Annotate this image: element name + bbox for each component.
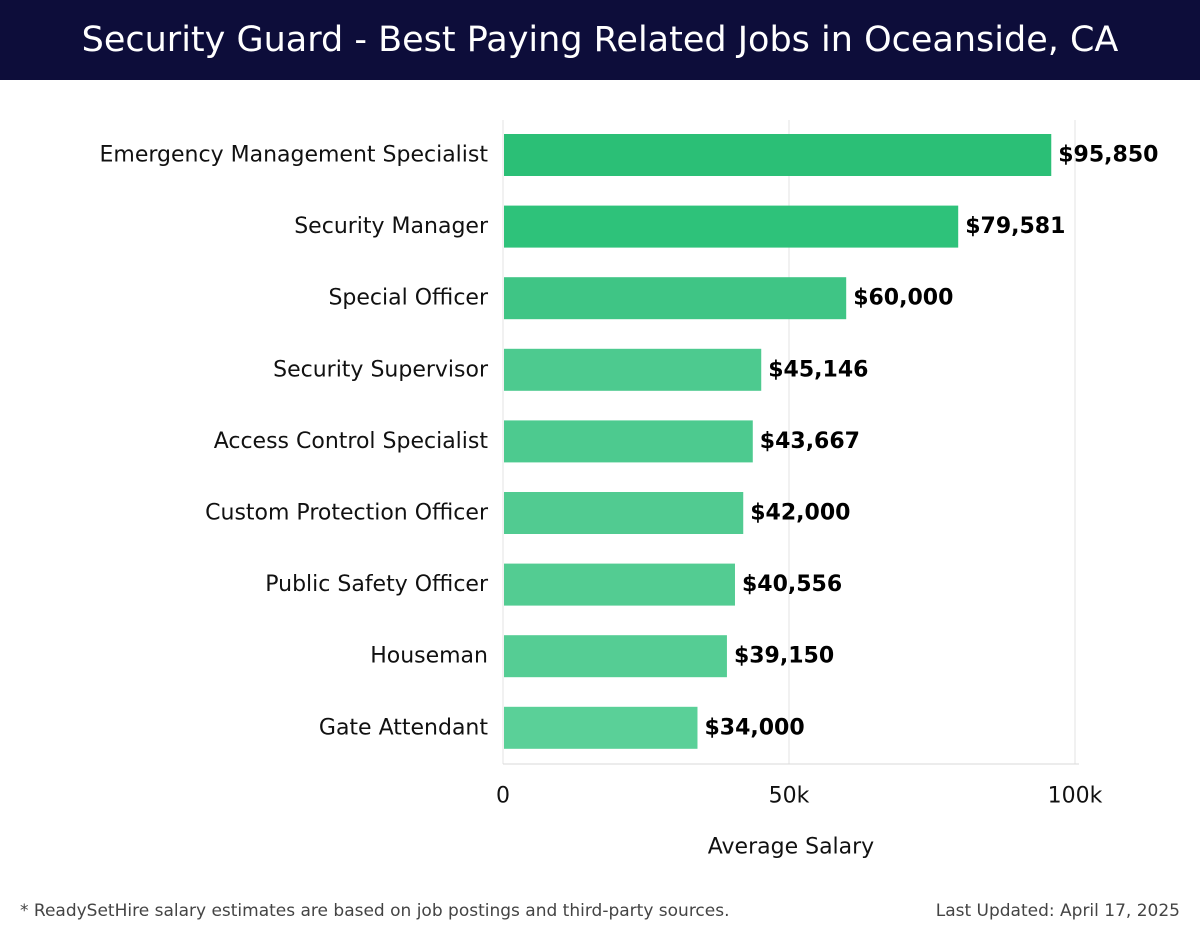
category-label: Custom Protection Officer [205,501,489,526]
value-label: $34,000 [704,715,804,740]
category-label: Gate Attendant [319,715,488,740]
category-label: Security Supervisor [273,357,489,382]
category-label: Public Safety Officer [265,572,489,597]
bar [504,134,1052,176]
salary-bar-chart: Emergency Management Specialist $95,850 Se… [100,120,1158,860]
bar [504,635,727,678]
bar [504,277,847,320]
last-updated: Last Updated: April 17, 2025 [935,901,1180,921]
chart-title: Security Guard - Best Paying Related Job… [81,20,1119,60]
bar [504,563,735,606]
bar [504,706,698,749]
bar [504,492,744,534]
chart-header: Security Guard - Best Paying Related Job… [0,0,1200,80]
bar [504,420,753,463]
bar [504,205,959,248]
category-label: Access Control Specialist [214,429,489,454]
x-axis-title: Average Salary [708,835,874,860]
value-label: $40,556 [742,572,842,597]
value-label: $43,667 [760,429,860,454]
x-tick-label: 50k [769,784,810,809]
value-label: $45,146 [768,357,868,382]
category-label: Special Officer [328,286,488,311]
footer-note: * ReadySetHire salary estimates are base… [20,901,730,921]
value-label: $42,000 [750,501,850,526]
value-label: $39,150 [734,644,834,669]
x-tick-label: 0 [496,784,510,809]
x-tick-label: 100k [1048,784,1103,809]
category-label: Houseman [370,644,488,669]
value-label: $79,581 [965,214,1065,239]
bar [504,348,762,391]
value-label: $95,850 [1058,143,1158,168]
category-label: Emergency Management Specialist [100,143,489,168]
category-label: Security Manager [294,214,489,239]
value-label: $60,000 [853,286,953,311]
